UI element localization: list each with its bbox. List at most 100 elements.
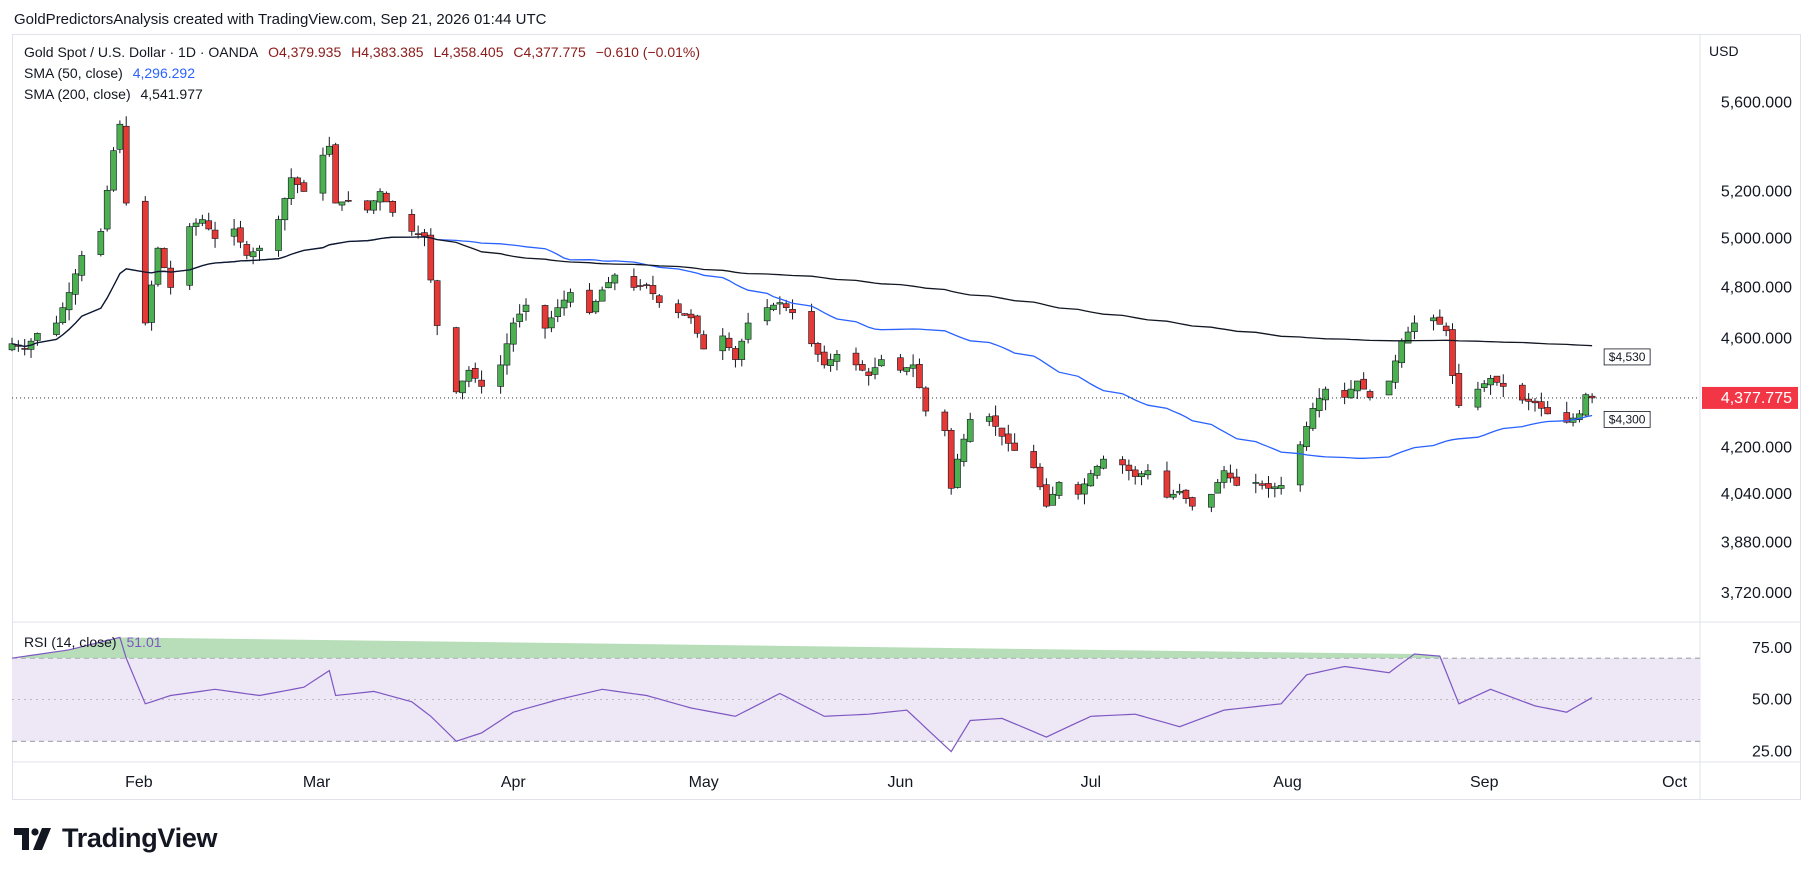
candle-body (122, 125, 130, 204)
candle-body (770, 304, 777, 310)
candle-body (345, 200, 352, 202)
moving-averages-layer (11, 236, 1593, 459)
candle-body (59, 307, 67, 324)
time-tick-label: Sep (1470, 774, 1499, 791)
candle-body (560, 299, 568, 309)
candle-body (636, 285, 644, 287)
rsi-value: 51.01 (126, 634, 162, 650)
price-tick-label: 4,040.000 (1721, 486, 1792, 503)
candle-body (1315, 398, 1323, 412)
candle-body (649, 285, 657, 295)
candle-body (103, 190, 111, 230)
candle-body (719, 335, 727, 352)
candle-body (814, 343, 822, 355)
sma50-line[interactable] (11, 236, 1593, 459)
candle-body (154, 247, 162, 285)
candle-body (871, 367, 879, 375)
candle-body (370, 200, 378, 211)
price-tick-label: 4,600.000 (1721, 331, 1792, 348)
rsi-line[interactable] (11, 636, 1593, 753)
rsi-pane: 75.00 50.00 25.00 (11, 636, 1792, 761)
annotations-layer: 4,377.775 $4,530 $4,300 (12, 348, 1798, 428)
rsi-tick-label: 25.00 (1752, 744, 1792, 761)
candle-body (1411, 322, 1418, 333)
candle-body (586, 289, 593, 314)
sma200-line[interactable] (11, 236, 1593, 348)
candle-body (1309, 408, 1317, 429)
candle-body (859, 364, 866, 371)
time-tick-label: May (689, 774, 719, 791)
candle-body (605, 282, 612, 289)
rsi-tick-label: 75.00 (1752, 640, 1792, 657)
candle-body (808, 311, 815, 345)
candle-body (408, 213, 416, 232)
rsi-legend[interactable]: RSI (14, close) 51.01 (24, 634, 168, 650)
candle-body (237, 227, 244, 243)
sma200-label: SMA (200, close) (24, 86, 131, 102)
candle-body (465, 369, 473, 382)
candle-body (833, 353, 841, 362)
sma200-legend[interactable]: SMA (200, close) 4,541.977 (24, 86, 209, 102)
candle-body (376, 191, 384, 203)
time-tick-label: Jul (1081, 774, 1101, 791)
candle-body (1208, 493, 1215, 508)
candle-body (243, 244, 251, 256)
candle-body (1036, 466, 1044, 488)
candle-body (763, 307, 771, 322)
candle-body (1360, 378, 1367, 390)
candle-body (738, 340, 746, 360)
candle-body (1404, 331, 1412, 344)
price-annotation-label: $4,530 (1609, 350, 1646, 364)
candle-body (1138, 473, 1145, 478)
chart-frame (12, 34, 1801, 800)
candle-body (1354, 380, 1361, 392)
candle-body (1163, 470, 1171, 498)
candle-body (985, 416, 993, 422)
candle-body (116, 123, 124, 150)
candle-body (497, 364, 504, 387)
currency-label[interactable]: USD (1709, 43, 1739, 59)
candle-body (72, 273, 79, 295)
time-tick-label: Apr (501, 774, 527, 791)
last-price-label: 4,377.775 (1721, 390, 1792, 407)
candle-body (992, 415, 999, 427)
candle-body (1081, 483, 1088, 495)
candle-body (998, 427, 1006, 437)
candle-body (1176, 490, 1183, 494)
candle-body (65, 292, 73, 311)
candle-body (1182, 489, 1190, 499)
candle-body (192, 222, 200, 227)
candle-body (1189, 497, 1196, 507)
low-value: L4,358.405 (433, 44, 504, 60)
candle-body (592, 301, 600, 313)
candle-body (1005, 433, 1012, 444)
candle-body (1214, 482, 1222, 494)
tradingview-logo[interactable]: TradingView (14, 823, 218, 854)
candle-body (1442, 325, 1450, 332)
chart-credit: GoldPredictorsAnalysis created with Trad… (14, 11, 547, 28)
open-value: O4,379.935 (268, 44, 342, 60)
sma50-legend[interactable]: SMA (50, close) 4,296.292 (24, 65, 201, 81)
candle-body (1538, 401, 1545, 409)
candle-body (503, 343, 511, 366)
candle-body (1455, 373, 1463, 406)
last-price-tag[interactable] (1702, 386, 1798, 409)
candle-body (776, 302, 784, 305)
candle-body (1087, 473, 1095, 487)
symbol-name[interactable]: Gold Spot / U.S. Dollar · 1D · OANDA (24, 44, 259, 60)
candle-body (732, 348, 739, 360)
candle-body (744, 322, 752, 340)
candle-body (1100, 458, 1107, 469)
candle-body (230, 228, 238, 237)
candle-body (865, 371, 872, 376)
candle-body (97, 231, 105, 255)
price-tick-label: 3,880.000 (1721, 535, 1792, 552)
candle-body (300, 182, 308, 192)
candle-body (947, 430, 955, 489)
candle-body (1398, 340, 1406, 364)
candle-body (186, 226, 193, 286)
candle-body (1258, 483, 1266, 486)
candle-body (1296, 444, 1304, 486)
candle-body (1043, 484, 1050, 507)
